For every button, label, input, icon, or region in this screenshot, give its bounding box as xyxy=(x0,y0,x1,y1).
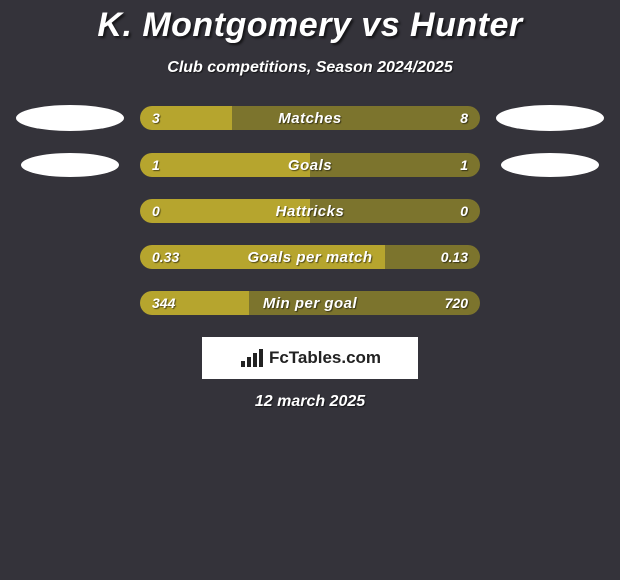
stat-bar-left xyxy=(140,106,232,130)
footer-date: 12 march 2025 xyxy=(0,393,620,411)
stat-bar: 344 Min per goal 720 xyxy=(140,291,480,315)
left-marker-slot xyxy=(0,153,140,177)
ellipse-icon xyxy=(16,105,124,131)
ellipse-icon xyxy=(501,153,599,177)
stat-bar-right xyxy=(232,106,480,130)
stat-bar-right xyxy=(310,199,480,223)
stat-bar: 0 Hattricks 0 xyxy=(140,199,480,223)
stat-bar-right xyxy=(310,153,480,177)
stat-bar-right xyxy=(385,245,480,269)
page-title: K. Montgomery vs Hunter xyxy=(0,6,620,45)
bar-chart-icon xyxy=(239,347,265,369)
stat-row: 344 Min per goal 720 xyxy=(0,291,620,315)
page-subtitle: Club competitions, Season 2024/2025 xyxy=(0,59,620,77)
right-marker-slot xyxy=(480,153,620,177)
left-marker-slot xyxy=(0,105,140,131)
stat-bar: 1 Goals 1 xyxy=(140,153,480,177)
stat-bar-left xyxy=(140,153,310,177)
ellipse-icon xyxy=(496,105,604,131)
stat-row: 0.33 Goals per match 0.13 xyxy=(0,245,620,269)
stat-bar-left xyxy=(140,291,249,315)
stat-bar: 0.33 Goals per match 0.13 xyxy=(140,245,480,269)
right-marker-slot xyxy=(480,105,620,131)
stat-row: 0 Hattricks 0 xyxy=(0,199,620,223)
stat-row: 1 Goals 1 xyxy=(0,153,620,177)
stat-bar-right xyxy=(249,291,480,315)
stat-bar: 3 Matches 8 xyxy=(140,106,480,130)
stat-bar-left xyxy=(140,199,310,223)
ellipse-icon xyxy=(21,153,119,177)
brand-text: FcTables.com xyxy=(269,348,381,368)
stat-row: 3 Matches 8 xyxy=(0,105,620,131)
comparison-infographic: K. Montgomery vs Hunter Club competition… xyxy=(0,0,620,411)
brand-badge: FcTables.com xyxy=(202,337,418,379)
stat-bar-left xyxy=(140,245,385,269)
